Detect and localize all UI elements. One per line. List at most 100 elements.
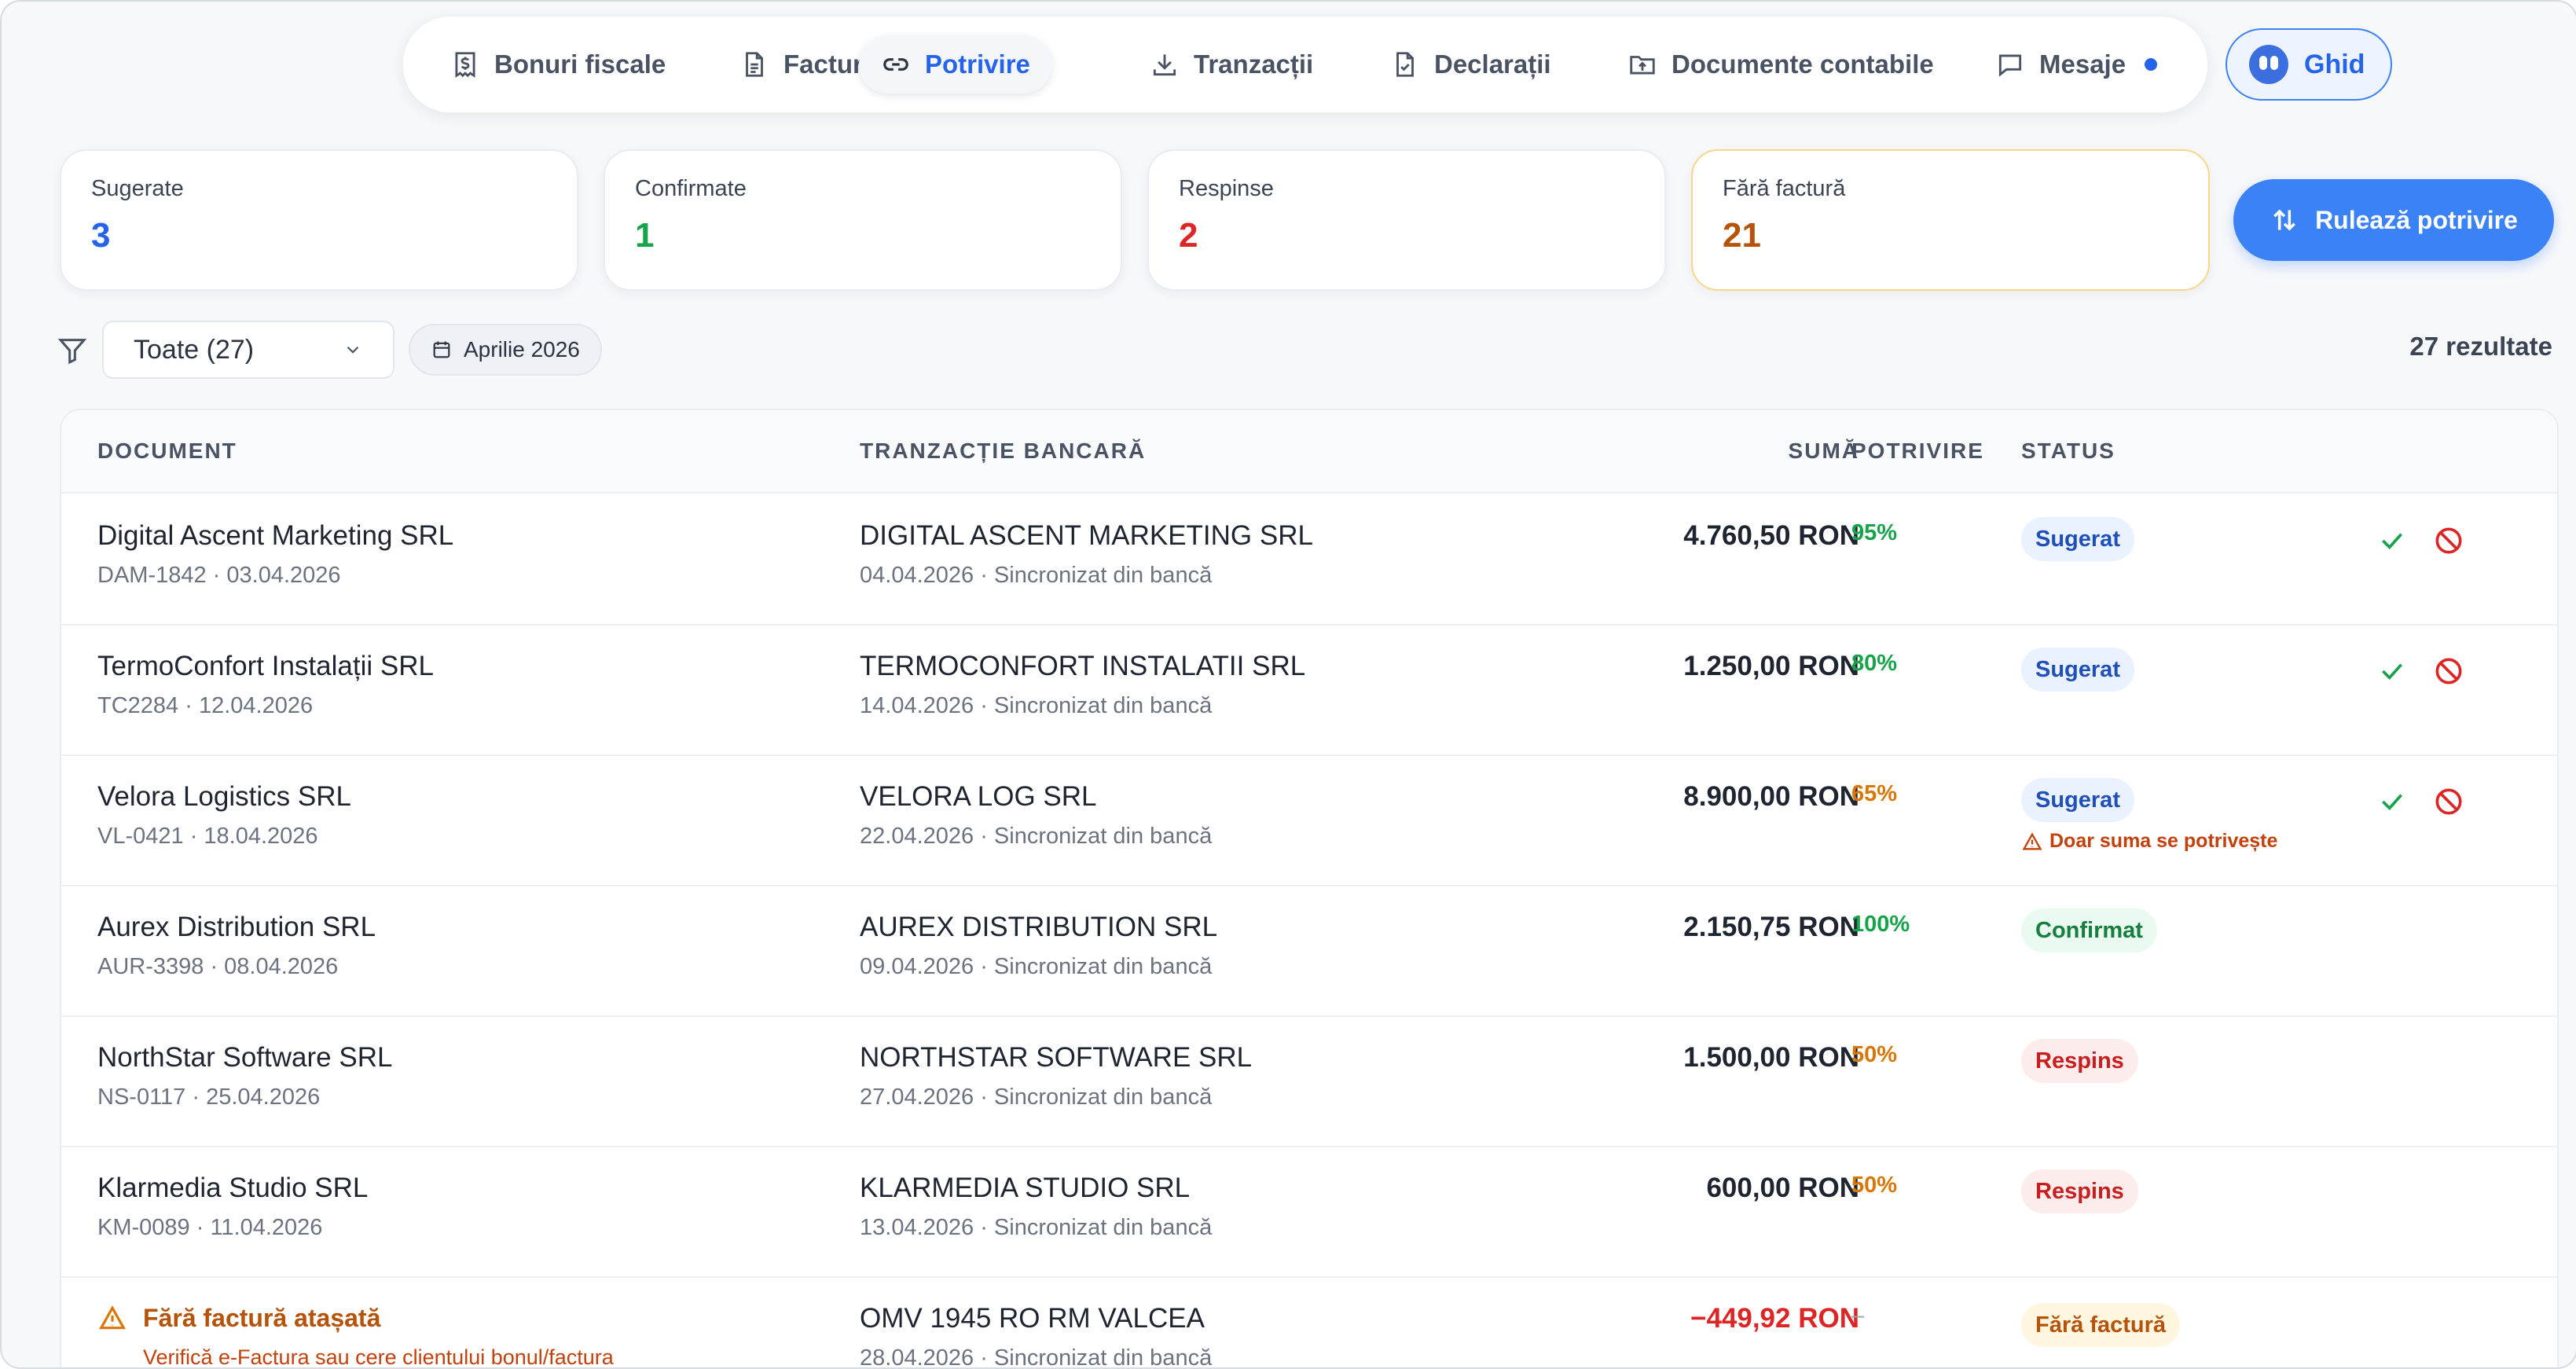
match-score: 50%	[1851, 1042, 1898, 1067]
column-transaction: TRANZACȚIE BANCARĂ	[860, 439, 1147, 463]
document-meta: NS-0117 · 25.04.2026	[97, 1085, 321, 1110]
warning-triangle-icon	[2022, 831, 2042, 850]
status-badge: Confirmat	[2021, 908, 2157, 952]
stat-value: 21	[1723, 216, 1761, 255]
stat-card-confirmate[interactable]: Confirmate 1	[604, 149, 1122, 291]
reject-ban-icon[interactable]	[2431, 654, 2466, 688]
table-header: DOCUMENT TRANZACȚIE BANCARĂ SUMĂ POTRIVI…	[61, 410, 2557, 494]
period-chip[interactable]: Aprilie 2026	[409, 324, 602, 376]
missing-invoice-hint: Verifică e-Factura sau cere clientului b…	[143, 1345, 614, 1369]
transaction-meta: 28.04.2026 · Sincronizat din bancă	[860, 1345, 1213, 1369]
match-warning-text: Doar suma se potrivește	[2049, 830, 2278, 852]
confirm-check-icon[interactable]	[2376, 655, 2408, 687]
stat-value: 1	[635, 216, 655, 255]
link-icon	[883, 58, 908, 71]
run-matching-label: Rulează potrivire	[2315, 205, 2518, 234]
status-filter-select[interactable]: Toate (27)	[102, 321, 394, 379]
confirm-check-icon[interactable]	[2376, 786, 2408, 817]
matching-table: DOCUMENT TRANZACȚIE BANCARĂ SUMĂ POTRIVI…	[60, 409, 2559, 1369]
document-meta: TC2284 · 12.04.2026	[97, 693, 314, 718]
folder-upload-icon	[1630, 56, 1655, 75]
table-row[interactable]: Digital Ascent Marketing SRL DAM-1842 · …	[61, 494, 2557, 626]
match-warning: Doar suma se potrivește	[2021, 830, 2277, 853]
status-badge: Sugerat	[2021, 517, 2134, 561]
column-status: STATUS	[2021, 439, 2115, 463]
tab-documente-contabile[interactable]: Documente contabile	[1605, 35, 1956, 94]
tab-declaratii[interactable]: Declarații	[1368, 35, 1573, 94]
transaction-name: KLARMEDIA STUDIO SRL	[860, 1173, 1191, 1203]
table-row[interactable]: Aurex Distribution SRL AUR-3398 · 08.04.…	[61, 885, 2557, 1017]
document-name: Digital Ascent Marketing SRL	[97, 520, 454, 551]
status-badge: Sugerat	[2021, 778, 2134, 822]
document-meta: DAM-1842 · 03.04.2026	[97, 563, 341, 588]
match-score: 80%	[1851, 651, 1898, 676]
tab-mesaje[interactable]: Mesaje	[1973, 35, 2179, 94]
tab-label: Tranzacții	[1194, 50, 1314, 79]
stat-card-respinse[interactable]: Respinse 2	[1147, 149, 1666, 291]
missing-invoice-warning: Fără factură atașată	[97, 1303, 380, 1333]
stat-label: Sugerate	[91, 176, 184, 201]
status-filter-value: Toate (27)	[134, 334, 255, 365]
swap-vertical-icon	[2273, 209, 2295, 231]
match-score: 100%	[1851, 912, 1910, 937]
warning-triangle-icon	[99, 1305, 126, 1330]
tab-bonuri-fiscale[interactable]: Bonuri fiscale	[428, 35, 688, 94]
top-navigation: Bonuri fiscale Facturi Potrivire Tranzac…	[402, 16, 2208, 113]
stat-value: 2	[1179, 216, 1198, 255]
match-score: 95%	[1851, 520, 1898, 545]
document-meta: KM-0089 · 11.04.2026	[97, 1215, 323, 1240]
document-name: Velora Logistics SRL	[97, 781, 351, 812]
tab-facturi[interactable]: Facturi	[717, 35, 892, 94]
tab-label: Documente contabile	[1671, 50, 1934, 79]
document-name: Klarmedia Studio SRL	[97, 1173, 369, 1203]
period-label: Aprilie 2026	[464, 337, 580, 362]
table-row[interactable]: TermoConfort Instalații SRL TC2284 · 12.…	[61, 624, 2557, 756]
tab-tranzactii[interactable]: Tranzacții	[1128, 35, 1335, 94]
receipt-dollar-icon	[455, 52, 475, 78]
transaction-name: VELORA LOG SRL	[860, 781, 1097, 812]
status-badge: Sugerat	[2021, 648, 2134, 692]
table-row[interactable]: NorthStar Software SRL NS-0117 · 25.04.2…	[61, 1015, 2557, 1147]
tab-label: Facturi	[783, 50, 871, 79]
transaction-meta: 13.04.2026 · Sincronizat din bancă	[860, 1215, 1213, 1240]
document-name: Aurex Distribution SRL	[97, 912, 376, 942]
document-name: NorthStar Software SRL	[97, 1042, 393, 1073]
guide-button[interactable]: Ghid	[2226, 28, 2392, 101]
match-score: 50%	[1851, 1173, 1898, 1198]
transaction-meta: 14.04.2026 · Sincronizat din bancă	[860, 693, 1213, 718]
transaction-meta: 09.04.2026 · Sincronizat din bancă	[860, 954, 1213, 979]
stat-label: Respinse	[1179, 176, 1274, 201]
file-check-icon	[1396, 52, 1414, 77]
stat-card-fara-factura[interactable]: Fără factură 21	[1691, 149, 2210, 291]
table-row[interactable]: Fără factură atașată Verifică e-Factura …	[61, 1276, 2557, 1369]
stat-card-sugerate[interactable]: Sugerate 3	[60, 149, 578, 291]
stat-label: Confirmate	[635, 176, 747, 201]
confirm-check-icon[interactable]	[2376, 525, 2408, 556]
status-badge: Fără factură	[2021, 1303, 2181, 1347]
column-match: POTRIVIRE	[1851, 439, 1984, 463]
status-badge: Respins	[2021, 1169, 2138, 1213]
amount: 4.760,50 RON	[1683, 520, 1859, 551]
table-row[interactable]: Velora Logistics SRL VL-0421 · 18.04.202…	[61, 754, 2557, 886]
tab-label: Mesaje	[2039, 50, 2126, 79]
amount: −449,92 RON	[1690, 1303, 1859, 1334]
unread-dot	[2145, 58, 2158, 71]
column-document: DOCUMENT	[97, 439, 237, 463]
run-matching-button[interactable]: Rulează potrivire	[2233, 179, 2554, 261]
transaction-name: TERMOCONFORT INSTALATII SRL	[860, 651, 1306, 681]
match-score: 65%	[1851, 781, 1898, 806]
tab-potrivire[interactable]: Potrivire	[859, 35, 1052, 94]
transaction-meta: 22.04.2026 · Sincronizat din bancă	[860, 824, 1213, 849]
tab-label: Declarații	[1434, 50, 1551, 79]
filter-icon[interactable]	[57, 335, 88, 366]
transaction-meta: 04.04.2026 · Sincronizat din bancă	[860, 563, 1213, 588]
results-count: 27 rezultate	[2409, 332, 2552, 361]
amount: 600,00 RON	[1706, 1173, 1859, 1203]
transaction-name: DIGITAL ASCENT MARKETING SRL	[860, 520, 1313, 551]
reject-ban-icon[interactable]	[2431, 523, 2466, 558]
document-name: TermoConfort Instalații SRL	[97, 651, 434, 681]
transaction-name: AUREX DISTRIBUTION SRL	[860, 912, 1218, 942]
match-score: –	[1851, 1303, 1865, 1328]
table-row[interactable]: Klarmedia Studio SRL KM-0089 · 11.04.202…	[61, 1146, 2557, 1278]
reject-ban-icon[interactable]	[2431, 784, 2466, 819]
